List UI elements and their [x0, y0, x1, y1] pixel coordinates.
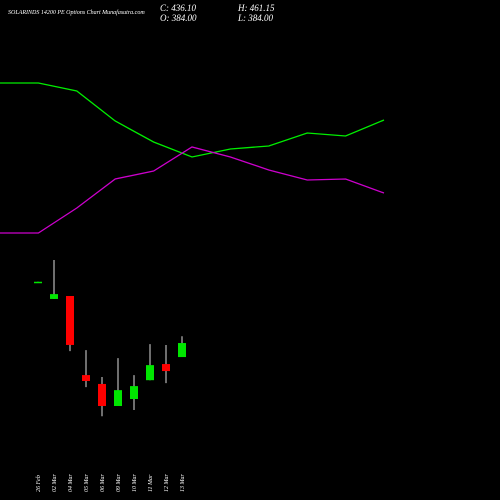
- candle-body: [66, 295, 74, 345]
- candle-body: [114, 390, 122, 407]
- x-tick-label: 11 Mar: [148, 474, 154, 492]
- x-tick-label: 02 Mar: [52, 474, 58, 492]
- candle-body: [162, 364, 170, 372]
- ohlc-high: H: 461.15: [237, 3, 275, 13]
- ohlc-low: L: 384.00: [237, 13, 274, 23]
- x-tick-label: 10 Mar: [132, 474, 138, 492]
- candle-body: [34, 281, 42, 284]
- x-tick-label: 09 Mar: [116, 474, 122, 492]
- ohlc-close: C: 436.10: [160, 3, 197, 13]
- candle-body: [130, 386, 138, 400]
- x-tick-label: 06 Mar: [100, 474, 106, 492]
- x-tick-label: 12 Mar: [164, 474, 170, 492]
- x-tick-label: 05 Mar: [84, 474, 90, 492]
- candle-body: [98, 383, 106, 407]
- candle-body: [146, 365, 154, 381]
- x-tick-label: 13 Mar: [180, 474, 186, 492]
- x-tick-label: 04 Mar: [67, 474, 74, 492]
- chart-title: SOLARINDS 14200 PE Options Chart Munafas…: [8, 9, 145, 16]
- x-tick-label: 26 Feb: [36, 475, 42, 492]
- candle-body: [82, 375, 90, 381]
- line-series: [0, 82, 385, 158]
- ohlc-open: O: 384.00: [160, 13, 197, 23]
- line-series: [0, 146, 385, 234]
- candle-body: [50, 294, 58, 299]
- candle-body: [178, 343, 186, 358]
